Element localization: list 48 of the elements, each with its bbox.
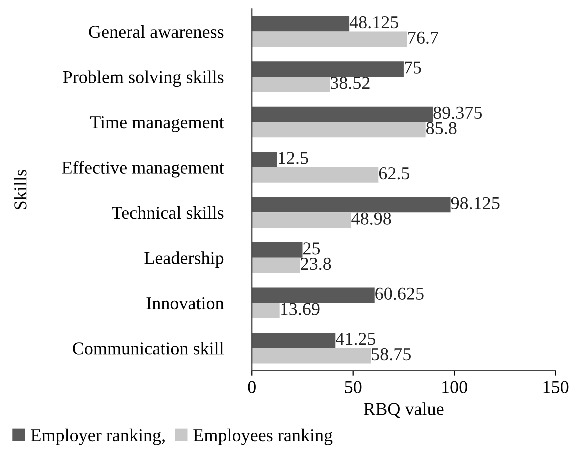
bar [252, 332, 336, 348]
bar [252, 242, 303, 258]
x-tick-label: 50 [345, 381, 362, 394]
y-tick-label: Leadership [144, 252, 224, 268]
bar [252, 106, 434, 122]
y-axis-title: Skills [14, 170, 27, 210]
x-tick-label: 0 [248, 381, 256, 394]
bar [252, 62, 404, 77]
bar [252, 348, 372, 364]
data-label: 75 [405, 62, 422, 74]
bar [252, 77, 330, 92]
y-tick-label: Problem solving skills [63, 70, 224, 88]
x-tick-label: 150 [544, 381, 569, 394]
x-tick-label: 100 [442, 381, 468, 394]
bar [252, 212, 352, 228]
data-label: 89.375 [434, 106, 482, 120]
data-label: 48.98 [352, 212, 392, 225]
data-label: 13.69 [281, 303, 320, 316]
legend-label: Employees ranking [194, 428, 333, 446]
data-label: 48.125 [350, 16, 398, 29]
y-tick-label: General awareness [89, 26, 224, 38]
y-tick-label: Time management [90, 116, 224, 132]
legend-label: Employer ranking, [31, 428, 165, 446]
data-label: 25 [304, 242, 320, 255]
bar [252, 122, 426, 138]
data-label: 76.7 [408, 32, 438, 44]
bar [252, 32, 408, 48]
data-label: 60.625 [376, 288, 424, 300]
bar [252, 167, 379, 183]
bar [252, 197, 451, 213]
bar [252, 16, 350, 32]
bar [252, 152, 278, 168]
y-tick-label: Effective management [62, 161, 224, 178]
y-tick-label: Communication skill [73, 342, 224, 355]
x-axis-title: RBQ value [364, 402, 444, 418]
bar [252, 288, 375, 304]
data-label: 38.52 [330, 77, 370, 90]
bar [252, 258, 300, 274]
data-label: 23.8 [301, 258, 332, 270]
data-label: 62.5 [379, 168, 410, 180]
data-label: 41.25 [336, 333, 376, 346]
bar [252, 303, 280, 319]
y-tick-label: Technical skills [112, 206, 224, 220]
y-tick-label: Innovation [146, 297, 224, 310]
data-label: 12.5 [279, 152, 308, 164]
data-label: 58.75 [372, 348, 411, 361]
data-label: 85.8 [426, 122, 457, 135]
data-label: 98.125 [451, 197, 500, 210]
